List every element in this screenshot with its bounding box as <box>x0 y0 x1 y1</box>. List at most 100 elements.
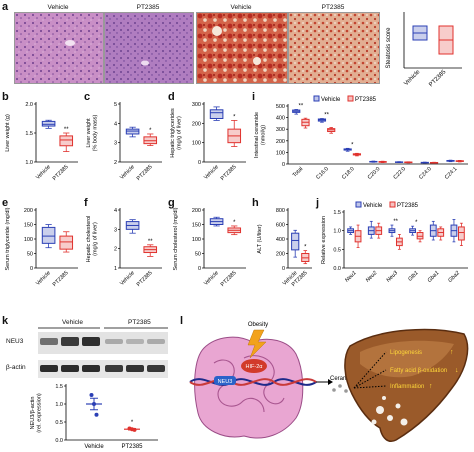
chart-c-box-vehicle <box>125 126 140 138</box>
wb-actin-band <box>126 365 144 372</box>
chart-k-ytick-label: 0.0 <box>55 438 63 444</box>
chart-j-box-glb1-pt2385 <box>416 230 424 243</box>
chart-a-steatosis: Steatosis score Vehicle PT2385 <box>386 12 462 88</box>
chart-g-serum-cholesterol: Serum cholesterol (mg/dl) 0 50 100 150 200 Veh… <box>173 207 246 288</box>
chart-e-box-pt2385-box <box>59 235 74 250</box>
chart-d-xtick-label: Vehicle <box>203 164 220 181</box>
chart-e-ylabel-line: Serum triglyceride (mg/dl) <box>5 207 11 270</box>
chart-j-xtick-label: Gba2 <box>447 270 461 284</box>
chart-i-ytick-label: 200 <box>276 139 285 145</box>
schematic-diagram: HIF-2α NEU3 Obesity Ceramides Lipogenesi… <box>189 322 469 442</box>
chart-j-box-neu3-vehicle <box>388 224 396 237</box>
lipid-droplet <box>395 403 401 409</box>
chart-c-ytick-label: 3 <box>114 141 117 147</box>
up-arrow-icon: ↑ <box>450 349 454 356</box>
chart-b-ylabel: Liver weight (g) <box>5 114 11 152</box>
chart-g-box-vehicle <box>209 216 224 227</box>
wb-actin-band <box>82 365 100 372</box>
chart-a-xtick-vehicle: Vehicle <box>403 69 421 87</box>
dotted-arrow-lipogenesis <box>353 351 387 389</box>
chart-c-ytick-label: 4 <box>114 121 117 127</box>
chart-a-ylabel: Steatosis score <box>386 27 392 69</box>
chart-g-box-pt2385 <box>227 225 242 236</box>
chart-k-neu3-quant: NEU3/β-actin (rel. expression) 0.0 0.5 1.0 1.… <box>30 384 158 450</box>
chart-j-box-neu1-pt2385 <box>354 224 362 248</box>
panel-letter-e: e <box>2 197 9 209</box>
wb-neu3-band <box>82 337 100 346</box>
wb-actin-band <box>40 365 58 372</box>
wb-neu3-band <box>105 339 123 344</box>
oil-red-texture <box>197 13 287 83</box>
chart-k-ytick-label: 0.5 <box>55 420 63 426</box>
chart-b-ylabel-line: Liver weight (g) <box>5 114 11 152</box>
chart-c-liver-weight-percent: Liver weight (% body mass) 2 3 4 5 Vehicle PT23… <box>86 102 162 182</box>
chart-a-box-vehicle <box>412 25 428 41</box>
chart-c-sig-label: * <box>149 128 152 134</box>
chart-j-box-glb1-vehicle <box>409 225 417 236</box>
chart-j-xtick-label: Neu2 <box>365 270 379 284</box>
chart-b-ytick-label: 1.0 <box>25 160 33 166</box>
chart-i-xtick-label: C18:0 <box>341 166 356 181</box>
he-texture <box>15 13 103 83</box>
chart-g-xtick-label: PT2385 <box>220 270 238 288</box>
chart-b-liver-weight: Liver weight (g) 1.0 1.5 2.0 Vehicle PT2385 ** <box>5 102 78 182</box>
chart-c-box-pt2385 <box>143 133 158 146</box>
chart-f-sig-label: ** <box>148 239 153 245</box>
fao-label: Fatty acid β-oxidation <box>390 368 447 374</box>
chart-j-xtick-label: Glb1 <box>407 270 419 282</box>
chart-f-ytick-label: 1 <box>114 266 117 272</box>
ceramides-label: Ceramides <box>330 376 359 382</box>
chart-i-sig-label: * <box>351 142 354 148</box>
chart-j-box-gba2-pt2385 <box>457 222 465 246</box>
intestine-coils <box>213 355 285 413</box>
chart-i-legend: Vehicle PT2385 <box>313 95 377 103</box>
chart-d-xtick-label: PT2385 <box>220 164 238 182</box>
chart-h-box-vehicle <box>291 229 300 258</box>
panel-letter-j: j <box>316 197 320 209</box>
chart-f-ylabel: Hepatic cholesterol (mg/g of liver) <box>86 216 98 263</box>
ceramide-dot <box>338 384 342 388</box>
chart-j-legend: Vehicle PT2385 <box>355 201 419 209</box>
up-arrow-icon: ↑ <box>429 383 433 390</box>
chart-h-ytick-label: 600 <box>276 223 285 229</box>
chart-d-ytick-label: 300 <box>192 102 201 108</box>
lipid-droplet <box>376 406 384 414</box>
chart-j-box-gba2-vehicle <box>450 219 458 243</box>
wb-neu3-band <box>147 339 165 344</box>
chart-d-ytick-label: 200 <box>192 121 201 127</box>
chart-i-ytick-label: 0 <box>282 162 285 168</box>
chart-i-legend-label: Vehicle <box>321 97 341 103</box>
chart-i-box-c240-vehicle <box>420 161 429 164</box>
chart-d-box-pt2385 <box>227 120 242 147</box>
panel-letter-g: g <box>168 197 175 209</box>
chart-j-xtick-label: Neu1 <box>344 270 358 284</box>
chart-i-ytick-label: 100 <box>276 150 285 156</box>
lipid-droplet <box>382 396 386 400</box>
chart-f-xtick-label: PT2385 <box>136 270 154 288</box>
lipid-droplet <box>371 419 377 425</box>
chart-i-ytick-label: 300 <box>276 127 285 133</box>
chart-i-box-c220-vehicle <box>394 161 404 164</box>
chart-i-box-c200-pt2385 <box>378 160 387 164</box>
wb-actin-band <box>61 365 79 372</box>
wb-group-vehicle: Vehicle <box>62 319 83 326</box>
neu3-label: NEU3 <box>218 379 233 385</box>
chart-d-sig-label: * <box>233 114 236 120</box>
chart-i-box-c160-pt2385 <box>327 127 336 134</box>
chart-j-box-glb1-pt2385-box <box>416 232 424 240</box>
chart-a-box-pt2385 <box>438 25 454 55</box>
chart-f-ylabel-line: (mg/g of liver) <box>92 222 98 256</box>
chart-b-xtick-label: Vehicle <box>35 164 52 181</box>
chart-f-box-vehicle <box>125 219 140 234</box>
chart-c-ytick-label: 5 <box>114 102 117 108</box>
chart-c-ylabel-line: Liver weight <box>86 118 92 148</box>
micro-title-pt2385-he: PT2385 <box>136 4 160 11</box>
chart-f-ytick-label: 2 <box>114 247 117 253</box>
chart-k-sig-label: * <box>131 420 134 426</box>
chart-d-box-vehicle-box <box>209 109 224 119</box>
micrograph-vehicle-he <box>14 12 104 84</box>
wb-actin-strip <box>38 360 168 378</box>
chart-j-xtick-label: Neu3 <box>386 270 400 284</box>
dna-strand <box>189 378 317 386</box>
